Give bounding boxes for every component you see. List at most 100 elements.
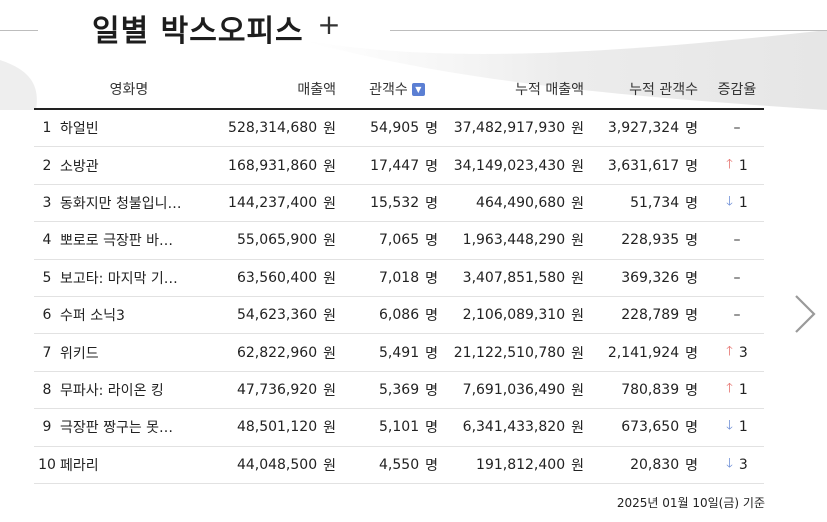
movie-title[interactable]: 페라리 [60, 457, 99, 474]
arrow-down-icon: 🡓 [726, 193, 733, 209]
rank-cell: 8 [34, 372, 60, 408]
audience-unit: 명 [425, 420, 438, 437]
chevron-right-icon [795, 295, 816, 333]
acc-sales-cell: 3,407,851,580 원 [454, 260, 584, 296]
table-row[interactable]: 1 하얼빈 528,314,680 원 54,905 명 37,482,917,930 원 3,… [34, 110, 764, 148]
movie-title[interactable]: 동화지만 청불입니… [60, 195, 182, 212]
rank-cell: 10 [34, 447, 60, 483]
change-value: 1 [738, 381, 748, 398]
table-row[interactable]: 4 뽀로로 극장판 바… 55,065,900 원 7,065 명 1,963,448,29… [34, 222, 764, 260]
change-value: – [733, 232, 741, 249]
change-cell: 🡑 1 [710, 147, 764, 183]
movie-title[interactable]: 위키드 [60, 345, 99, 362]
sales-cell: 168,931,860 원 [224, 147, 336, 183]
movie-title[interactable]: 하얼빈 [60, 121, 99, 138]
audience-unit: 명 [425, 195, 438, 212]
movie-title[interactable]: 무파사: 라이온 킹 [60, 382, 164, 399]
table-body: 1 하얼빈 528,314,680 원 54,905 명 37,482,917,930 원 3,… [34, 110, 764, 484]
acc-audience-unit: 명 [685, 195, 698, 212]
change-value: – [733, 269, 741, 286]
movie-title-cell: 무파사: 라이온 킹 [60, 372, 224, 408]
sales-value: 528,314,680 [228, 120, 318, 137]
movie-title-cell: 페라리 [60, 447, 224, 483]
sales-cell: 528,314,680 원 [224, 110, 336, 146]
audience-cell: 5,101 명 [354, 409, 438, 445]
rank: 1 [42, 120, 52, 137]
rank-cell: 5 [34, 260, 60, 296]
rank-cell: 2 [34, 147, 60, 183]
sort-chevron-down-icon[interactable]: ▼ [411, 82, 425, 96]
column-header-change[interactable]: 증감율 [717, 82, 757, 98]
rank-cell: 7 [34, 334, 60, 370]
sales-unit: 원 [323, 382, 336, 399]
acc-sales-cell: 2,106,089,310 원 [454, 297, 584, 333]
acc-audience-cell: 780,839 명 [594, 372, 698, 408]
column-header-title[interactable]: 영화명 [109, 82, 149, 98]
rank: 5 [42, 269, 52, 286]
add-button[interactable]: + [317, 8, 341, 41]
audience-value: 6,086 [379, 307, 420, 324]
acc-sales-value: 464,490,680 [476, 194, 566, 211]
movie-title[interactable]: 수퍼 소닉3 [60, 308, 125, 325]
audience-cell: 7,065 명 [354, 222, 438, 258]
rank: 3 [42, 194, 52, 211]
table-row[interactable]: 7 위키드 62,822,960 원 5,491 명 21,122,510,780 원 2,14… [34, 334, 764, 372]
acc-sales-value: 7,691,036,490 [462, 381, 566, 398]
sales-unit: 원 [323, 308, 336, 325]
next-page-button[interactable] [790, 292, 820, 336]
change-value: 3 [738, 456, 748, 473]
acc-sales-cell: 191,812,400 원 [454, 447, 584, 483]
column-header-acc-audience[interactable]: 누적 관객수 [629, 82, 698, 98]
movie-title-cell: 소방관 [60, 147, 224, 183]
rank-cell: 6 [34, 297, 60, 333]
table-row[interactable]: 6 수퍼 소닉3 54,623,360 원 6,086 명 2,106,089,310 원 22… [34, 297, 764, 335]
acc-audience-value: 228,935 [621, 232, 680, 249]
audience-unit: 명 [425, 158, 438, 175]
sales-value: 63,560,400 [236, 269, 318, 286]
rank: 8 [42, 381, 52, 398]
acc-audience-value: 780,839 [621, 381, 680, 398]
column-header-sales[interactable]: 매출액 [297, 82, 336, 98]
table-row[interactable]: 10 페라리 44,048,500 원 4,550 명 191,812,400 원 20,830… [34, 447, 764, 484]
column-header-audience[interactable]: 관객수 ▼ [354, 70, 440, 108]
arrow-down-icon: 🡓 [726, 455, 733, 471]
table-row[interactable]: 3 동화지만 청불입니… 144,237,400 원 15,532 명 464,490,68… [34, 185, 764, 223]
movie-title[interactable]: 극장판 짱구는 못… [60, 420, 174, 437]
acc-audience-cell: 3,927,324 명 [594, 110, 698, 146]
table-row[interactable]: 5 보고타: 마지막 기… 63,560,400 원 7,018 명 3,407,851,5… [34, 260, 764, 297]
audience-value: 54,905 [370, 120, 420, 137]
movie-title-cell: 위키드 [60, 334, 224, 370]
audience-value: 17,447 [370, 157, 420, 174]
sales-unit: 원 [323, 233, 336, 250]
acc-sales-cell: 34,149,023,430 원 [454, 147, 584, 183]
acc-sales-cell: 21,122,510,780 원 [454, 334, 584, 370]
acc-audience-value: 369,326 [621, 269, 680, 286]
acc-audience-value: 673,650 [621, 419, 680, 436]
movie-title-cell: 뽀로로 극장판 바… [60, 222, 224, 258]
acc-audience-unit: 명 [685, 270, 698, 287]
column-header-acc-sales[interactable]: 누적 매출액 [515, 82, 584, 98]
table-row[interactable]: 8 무파사: 라이온 킹 47,736,920 원 5,369 명 7,691,036,49… [34, 372, 764, 410]
change-cell: – [710, 110, 764, 146]
box-office-table: 영화명 매출액 관객수 ▼ 누적 매출액 누적 관객수 증감율 1 하얼빈 528,… [34, 70, 764, 484]
acc-audience-cell: 20,830 명 [594, 447, 698, 483]
acc-sales-value: 2,106,089,310 [462, 307, 566, 324]
arrow-up-icon: 🡑 [726, 380, 733, 396]
sales-value: 168,931,860 [228, 157, 318, 174]
table-row[interactable]: 2 소방관 168,931,860 원 17,447 명 34,149,023,430 원 3,… [34, 147, 764, 185]
rank-cell: 3 [34, 185, 60, 221]
acc-sales-unit: 원 [571, 382, 584, 399]
audience-value: 5,369 [379, 381, 420, 398]
change-value: – [733, 307, 741, 324]
movie-title[interactable]: 뽀로로 극장판 바… [60, 233, 174, 250]
acc-sales-value: 37,482,917,930 [453, 120, 566, 137]
audience-value: 7,018 [379, 269, 420, 286]
table-row[interactable]: 9 극장판 짱구는 못… 48,501,120 원 5,101 명 6,341,433,82… [34, 409, 764, 447]
change-cell: 🡓 1 [710, 185, 764, 221]
sales-cell: 55,065,900 원 [224, 222, 336, 258]
audience-cell: 5,369 명 [354, 372, 438, 408]
movie-title[interactable]: 소방관 [60, 158, 99, 175]
movie-title[interactable]: 보고타: 마지막 기… [60, 270, 178, 287]
change-value: – [733, 120, 741, 137]
acc-sales-unit: 원 [571, 121, 584, 138]
